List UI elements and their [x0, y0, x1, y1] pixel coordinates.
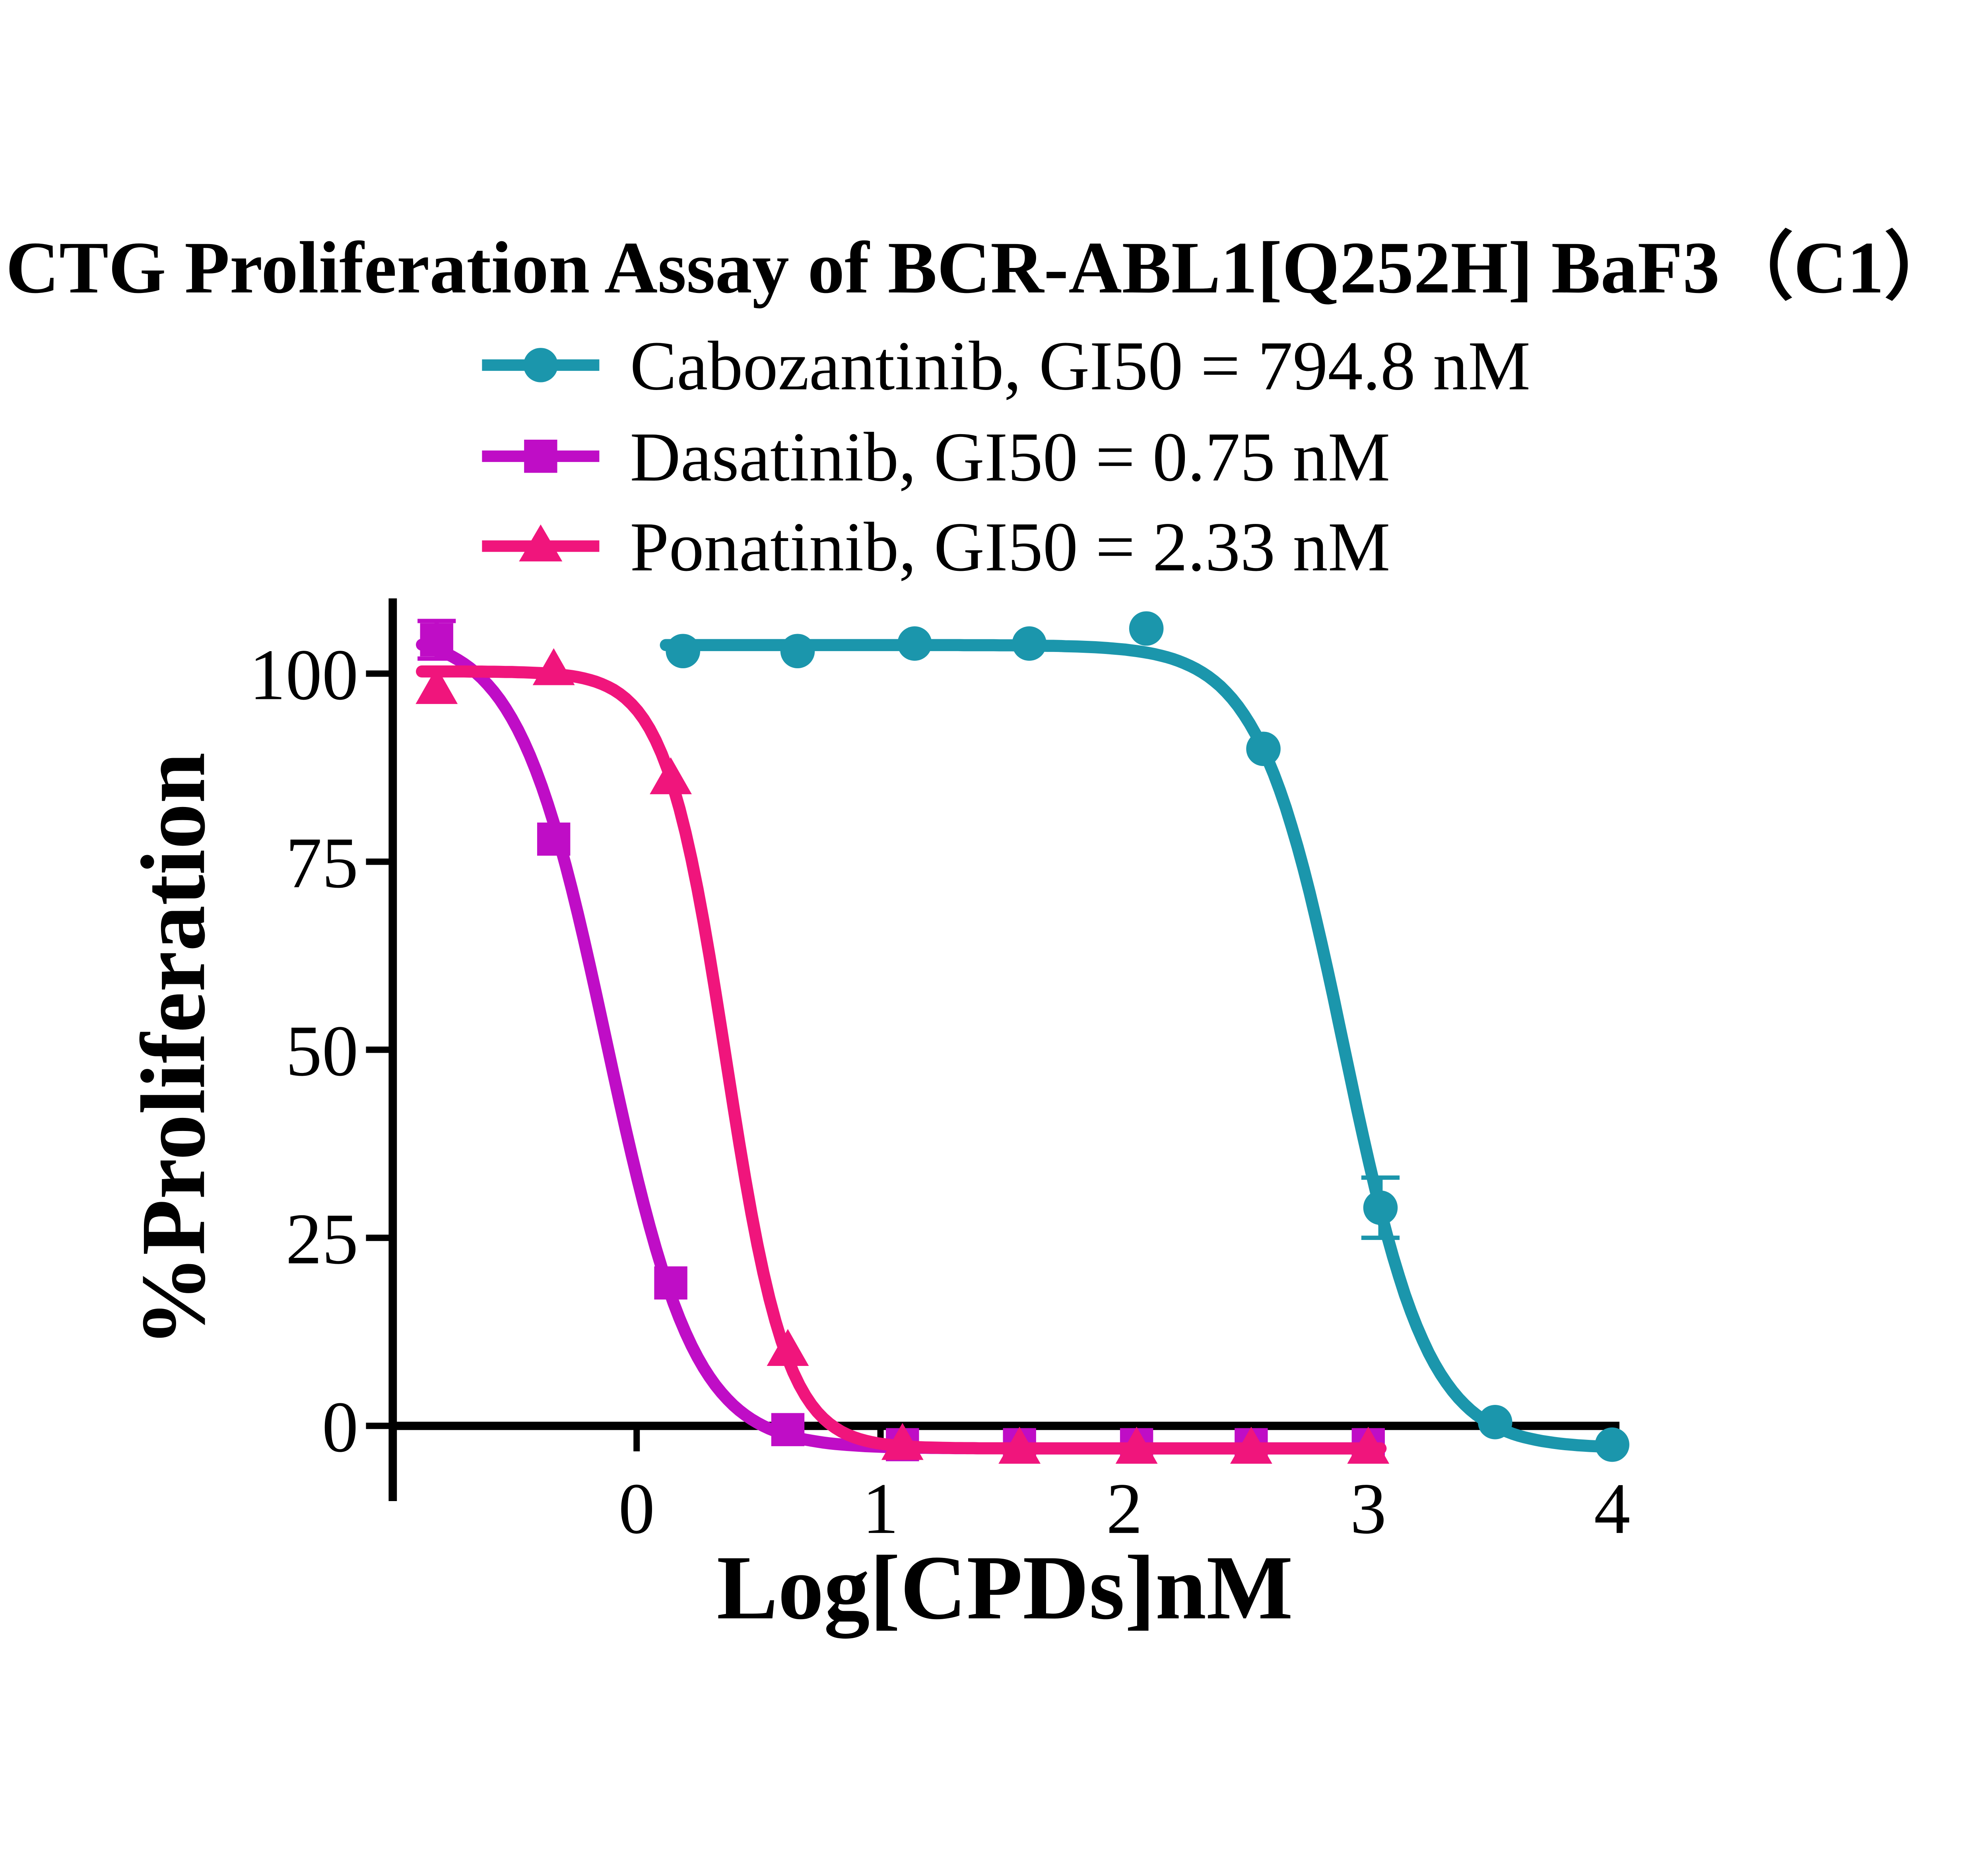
ponatinib-curve — [416, 665, 1387, 1455]
cabozantinib-marker — [780, 634, 815, 669]
cabozantinib-marker — [1477, 1405, 1512, 1439]
ponatinib-marker — [1115, 1427, 1158, 1464]
y-tick-label: 0 — [322, 1387, 358, 1467]
ponatinib-marker — [1347, 1427, 1390, 1464]
ponatinib-marker — [998, 1427, 1041, 1464]
circle-marker-icon — [523, 348, 558, 382]
legend-item-ponatinib: Ponatinib, GI50 = 2.33 nM — [482, 508, 1390, 586]
x-tick-label: 4 — [1594, 1468, 1630, 1549]
y-tick-label: 50 — [285, 1011, 358, 1091]
y-tick-label: 75 — [285, 822, 358, 903]
x-tick-label: 3 — [1350, 1468, 1386, 1549]
dasatinib-marker — [654, 1266, 687, 1300]
y-tick-label: 100 — [249, 634, 358, 715]
cabozantinib-marker — [1595, 1427, 1629, 1462]
square-marker-icon — [524, 440, 557, 473]
triangle-marker-icon — [519, 524, 563, 562]
x-tick-label: 1 — [862, 1468, 899, 1549]
cabozantinib-marker — [1246, 731, 1281, 766]
cabozantinib-marker — [1363, 1190, 1398, 1225]
cabozantinib-marker — [1012, 626, 1047, 661]
ponatinib-marker — [1230, 1427, 1272, 1464]
ponatinib-marker — [650, 757, 692, 794]
plot-area: 0 25 50 75 100 0 1 2 3 4 — [249, 598, 1630, 1549]
dasatinib-marker — [537, 822, 571, 856]
cabozantinib-curve — [660, 639, 1626, 1453]
x-tick-label: 0 — [618, 1468, 654, 1549]
x-axis-label: Log[CPDs]nM — [717, 1536, 1293, 1639]
chart-title: CTG Proliferation Assay of BCR-ABL1[Q252… — [6, 227, 1958, 309]
legend: Cabozantinib, GI50 = 794.8 nM Dasatinib,… — [482, 327, 1530, 586]
ponatinib-marker — [415, 667, 458, 704]
cabozantinib-marker — [666, 634, 701, 669]
legend-label-cabozantinib: Cabozantinib, GI50 = 794.8 nM — [630, 327, 1530, 405]
y-axis-label: %Proliferation — [122, 753, 224, 1347]
dasatinib-marker — [420, 623, 453, 657]
y-tick-label: 25 — [285, 1199, 358, 1279]
ponatinib-marker — [881, 1423, 924, 1460]
legend-label-dasatinib: Dasatinib, GI50 = 0.75 nM — [630, 419, 1390, 496]
dasatinib-marker — [771, 1413, 805, 1446]
dasatinib-curve — [416, 638, 1387, 1455]
cabozantinib-marker — [1129, 611, 1164, 646]
legend-label-ponatinib: Ponatinib, GI50 = 2.33 nM — [630, 508, 1390, 586]
x-tick-label: 2 — [1106, 1468, 1142, 1549]
ponatinib-marker — [767, 1329, 809, 1366]
cabozantinib-marker — [897, 626, 932, 661]
legend-item-cabozantinib: Cabozantinib, GI50 = 794.8 nM — [482, 327, 1530, 405]
ponatinib-marker — [532, 648, 575, 685]
legend-item-dasatinib: Dasatinib, GI50 = 0.75 nM — [482, 419, 1390, 496]
